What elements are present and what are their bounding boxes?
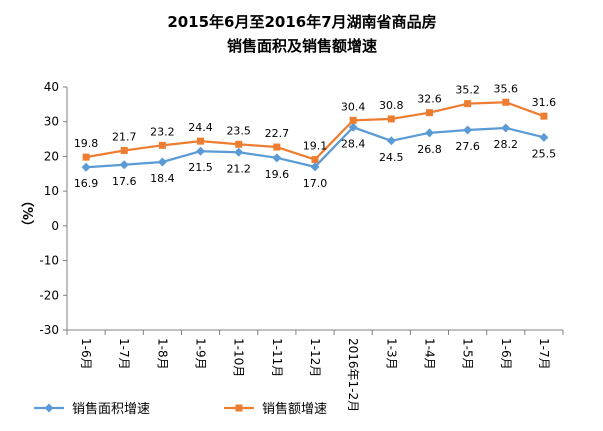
x-tick-label: 1-8月 <box>155 338 169 370</box>
legend-label: 销售面积增速 <box>72 401 150 417</box>
y-tick-label: -20 <box>39 288 59 302</box>
data-label: 28.2 <box>494 138 519 151</box>
data-label: 31.6 <box>532 96 557 109</box>
data-label: 30.4 <box>341 100 366 113</box>
data-label: 19.1 <box>303 140 328 153</box>
data-point <box>196 146 206 156</box>
data-label: 32.6 <box>417 93 442 106</box>
data-label: 19.8 <box>74 137 99 150</box>
x-tick-label: 1-6月 <box>499 338 513 370</box>
x-tick-label: 1-11月 <box>270 338 284 377</box>
data-point <box>272 153 282 163</box>
chart-title-line-2: 销售面积及销售额增速 <box>227 37 377 55</box>
data-label: 35.2 <box>455 84 480 97</box>
data-label: 23.2 <box>150 125 175 138</box>
y-tick-label: 40 <box>44 80 59 94</box>
data-point <box>387 115 395 123</box>
data-point <box>348 122 358 132</box>
data-label: 25.5 <box>532 147 557 160</box>
data-label: 35.6 <box>494 82 519 95</box>
y-tick-label: 0 <box>51 219 59 233</box>
x-tick-label: 1-4月 <box>422 338 436 370</box>
legend-label: 销售额增速 <box>262 401 327 417</box>
data-point <box>310 162 320 172</box>
x-tick-label: 1-10月 <box>232 338 246 377</box>
data-label: 22.7 <box>265 127 290 140</box>
data-label: 21.5 <box>188 161 213 174</box>
data-point <box>540 112 548 120</box>
y-tick-label: -30 <box>39 323 59 337</box>
y-axis-label: （%） <box>19 194 35 233</box>
data-point <box>424 128 434 138</box>
data-label: 18.4 <box>150 172 175 185</box>
plot-area: 40 30 20 10 0 -10 -20 -30 （%） 1-6月 1-7月 1-8月 1-9月 1-1… <box>19 80 564 412</box>
data-label: 30.8 <box>379 99 404 112</box>
data-point <box>502 98 510 106</box>
y-tick-label: 30 <box>44 115 59 129</box>
legend-marker <box>235 404 243 412</box>
data-label: 24.5 <box>379 151 404 164</box>
data-label: 28.4 <box>341 137 366 150</box>
data-label: 23.5 <box>226 124 251 137</box>
data-point <box>235 140 243 148</box>
data-point <box>82 153 90 161</box>
data-point <box>120 147 128 155</box>
data-point <box>539 132 549 142</box>
data-label: 17.0 <box>303 177 328 190</box>
data-point <box>386 136 396 146</box>
x-tick-label: 1-7月 <box>117 338 131 370</box>
y-tick-label: -10 <box>39 254 59 268</box>
data-point <box>157 157 167 167</box>
data-label: 17.6 <box>112 175 137 188</box>
data-label: 24.4 <box>188 121 213 134</box>
x-tick-label: 2016年1-2月 <box>346 338 360 412</box>
data-point <box>273 143 281 151</box>
data-point <box>425 109 433 117</box>
x-tick-label: 1-9月 <box>194 338 208 370</box>
data-label: 27.6 <box>455 140 480 153</box>
legend-marker <box>44 403 54 413</box>
x-tick-label: 1-6月 <box>79 338 93 370</box>
data-point <box>349 116 357 124</box>
data-label: 19.6 <box>265 168 290 181</box>
data-label: 21.7 <box>112 131 137 144</box>
x-tick-label: 1-5月 <box>461 338 475 370</box>
data-label: 21.2 <box>226 162 251 175</box>
data-point <box>197 137 205 145</box>
legend: 销售面积增速 销售额增速 <box>34 401 327 417</box>
y-tick-label: 10 <box>44 184 59 198</box>
data-point <box>501 123 511 133</box>
y-tick-label: 20 <box>44 149 59 163</box>
data-point <box>464 100 472 108</box>
data-point <box>311 156 319 164</box>
data-point <box>119 160 129 170</box>
chart-title-line-1: 2015年6月至2016年7月湖南省商品房 <box>167 13 436 31</box>
data-label: 26.8 <box>417 143 442 156</box>
data-point <box>81 162 91 172</box>
x-tick-label: 1-3月 <box>384 338 398 370</box>
x-tick-label: 1-7月 <box>537 338 551 370</box>
x-tick-label: 1-12月 <box>308 338 322 377</box>
data-point <box>463 125 473 135</box>
data-point <box>234 147 244 157</box>
data-label: 16.9 <box>74 177 99 190</box>
data-point <box>158 141 166 149</box>
